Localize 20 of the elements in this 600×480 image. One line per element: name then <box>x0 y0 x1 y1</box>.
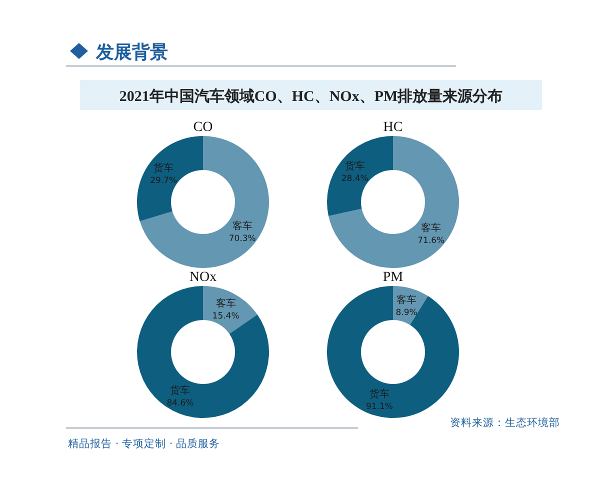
slice-label: 客车 <box>421 222 442 234</box>
slice-label: 货车 <box>154 162 174 174</box>
slice-label: 货车 <box>344 160 365 172</box>
slice-label: 客车 <box>232 220 252 232</box>
chart-title: NOx <box>189 270 217 285</box>
slice-label: 客车 <box>396 294 417 306</box>
data-label: 70.3% <box>228 234 256 244</box>
data-label: 15.4% <box>212 312 240 322</box>
slice-label: 货车 <box>369 388 390 400</box>
data-label: 28.4% <box>341 174 368 184</box>
slice-label: 货车 <box>170 384 190 396</box>
chart-title: PM <box>382 270 404 285</box>
data-label: 91.1% <box>366 402 393 412</box>
data-label: 71.6% <box>418 236 445 246</box>
slice-label: 客车 <box>216 298 236 310</box>
data-label: 8.9% <box>396 308 418 318</box>
chart-title: CO <box>193 120 213 135</box>
data-label: 84.6% <box>166 398 194 408</box>
data-label: 29.7% <box>150 176 178 186</box>
chart-title: HC <box>383 120 403 135</box>
